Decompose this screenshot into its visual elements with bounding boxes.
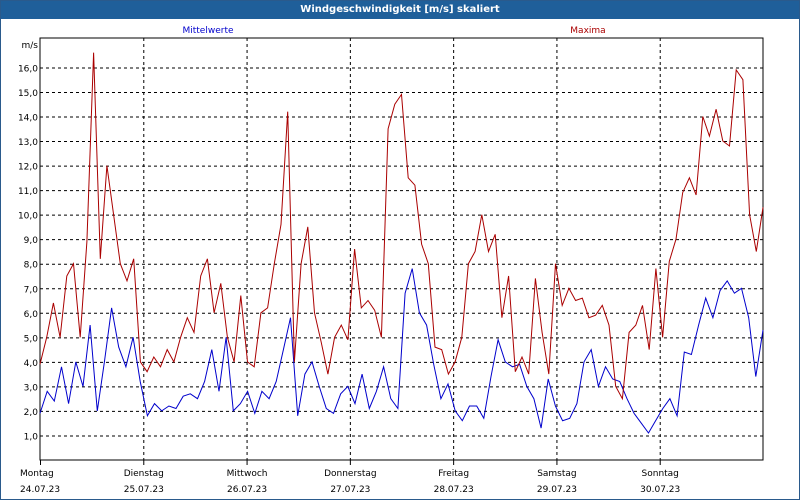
chart-title: Windgeschwindigkeit [m/s] skaliert: [1, 1, 799, 19]
series-line-mittelwerte: [39, 268, 764, 434]
y-tick-label: 2,0: [24, 408, 39, 418]
y-tick-label: 4,0: [24, 359, 39, 369]
legend-entry-mittelwerte: Mittelwerte: [182, 26, 233, 36]
y-tick-label: 13,0: [18, 138, 38, 148]
y-tick-label: 15,0: [18, 89, 38, 99]
series-line-maxima: [39, 52, 764, 401]
y-tick-label: 3,0: [24, 383, 39, 393]
y-tick-label: 9,0: [24, 236, 39, 246]
y-tick-label: 8,0: [24, 261, 39, 271]
x-tick-label-day: Samstag: [537, 469, 576, 479]
y-tick-label: 10,0: [18, 212, 38, 222]
y-tick-label: 1,0: [24, 432, 39, 442]
x-tick-label-date: 28.07.23: [434, 485, 474, 495]
x-tick-label-date: 29.07.23: [537, 485, 577, 495]
y-tick-label: 16,0: [18, 64, 38, 74]
x-tick-label-date: 25.07.23: [124, 485, 164, 495]
y-tick-label: 6,0: [24, 310, 39, 320]
x-tick-label-day: Freitag: [438, 469, 469, 479]
x-tick-label-date: 27.07.23: [330, 485, 370, 495]
x-tick-label-date: 26.07.23: [227, 485, 267, 495]
y-axis-label: m/s: [22, 41, 39, 51]
x-tick-label-day: Mittwoch: [227, 469, 268, 479]
x-tick-label-day: Dienstag: [124, 469, 164, 479]
x-tick-label-day: Sonntag: [642, 469, 679, 479]
legend-entry-maxima: Maxima: [570, 26, 605, 36]
x-tick-label-date: 30.07.23: [640, 485, 680, 495]
y-tick-label: 12,0: [18, 163, 38, 173]
plot-area: [39, 37, 764, 461]
y-tick-label: 11,0: [18, 187, 38, 197]
y-tick-label: 5,0: [24, 334, 39, 344]
x-tick-label-day: Montag: [20, 469, 54, 479]
y-tick-label: 14,0: [18, 114, 38, 124]
x-tick-label-date: 24.07.23: [20, 485, 60, 495]
x-tick-label-day: Donnerstag: [324, 469, 377, 479]
y-tick-label: 7,0: [24, 285, 39, 295]
